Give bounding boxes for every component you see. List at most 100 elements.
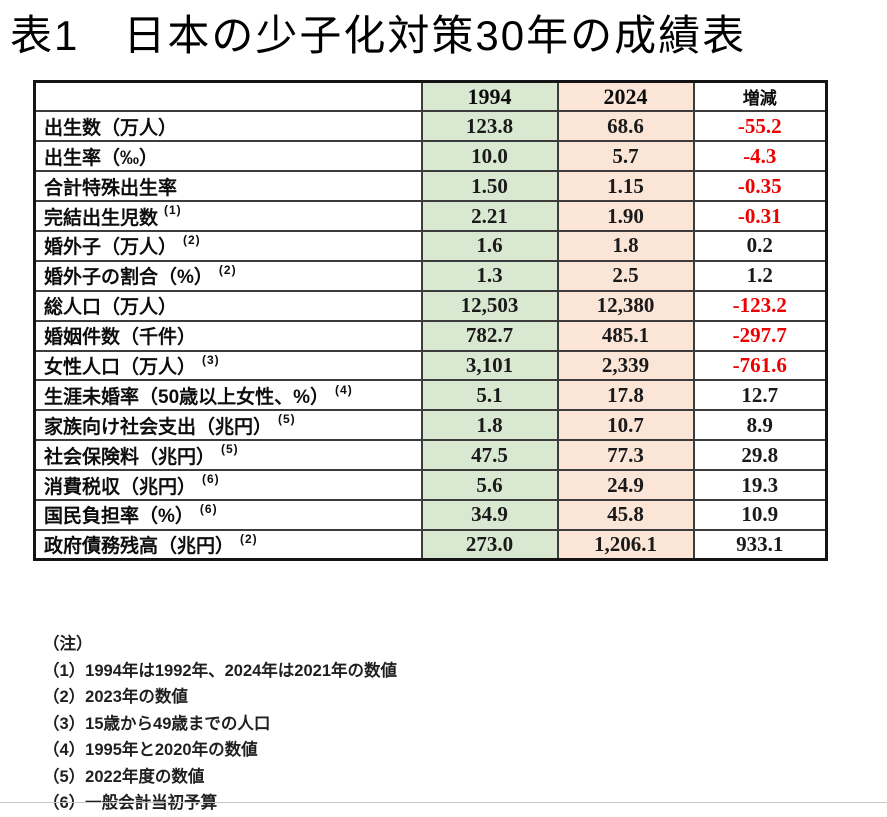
- table-body: 出生数（万人） 123.8 68.6 -55.2 出生率（‰） 10.0 5.7 -4.3 合計…: [33, 110, 828, 561]
- footnote-ref: (2): [183, 233, 201, 248]
- row-label-text: 婚外子（万人）: [44, 237, 178, 259]
- table-row: 国民負担率（%） (6) 34.9 45.8 10.9: [33, 498, 828, 531]
- row-label-text: 完結出生児数: [44, 207, 159, 229]
- cell-2024: 45.8: [556, 498, 695, 531]
- row-label: 消費税収（兆円） (6): [33, 469, 423, 501]
- cell-1994: 273.0: [420, 528, 559, 561]
- cell-2024: 2.5: [556, 259, 695, 292]
- cell-2024: 2,339: [556, 349, 695, 382]
- row-label-text: 出生率（‰）: [44, 147, 159, 169]
- cell-change: -4.3: [692, 140, 828, 173]
- cell-2024: 1.8: [556, 229, 695, 262]
- note-item: （3）15歳から49歳までの人口: [43, 714, 271, 733]
- row-label: 社会保険料（兆円） (5): [33, 439, 423, 472]
- col-header-change: 増減: [692, 80, 828, 113]
- cell-1994: 2.21: [420, 200, 559, 232]
- cell-change: 933.1: [692, 528, 828, 561]
- row-label: 国民負担率（%） (6): [33, 498, 423, 531]
- table-row: 合計特殊出生率 1.50 1.15 -0.35: [33, 170, 828, 203]
- row-label-text: 総人口（万人）: [44, 297, 178, 319]
- cell-1994: 782.7: [420, 319, 559, 352]
- cell-1994: 1.6: [420, 229, 559, 262]
- table-row: 政府債務残高（兆円） (2) 273.0 1,206.1 933.1: [33, 528, 828, 561]
- row-label: 婚姻件数（千件）: [33, 319, 423, 352]
- note-item: （6）一般会計当初予算: [43, 794, 218, 812]
- table-row: 出生数（万人） 123.8 68.6 -55.2: [33, 110, 828, 143]
- cell-change: 10.9: [692, 498, 828, 531]
- cell-change: 0.2: [692, 229, 828, 262]
- cell-change: -0.31: [692, 200, 828, 232]
- cell-1994: 34.9: [420, 498, 559, 531]
- row-label: 婚外子（万人） (2): [33, 229, 423, 262]
- cell-2024: 5.7: [556, 140, 695, 173]
- footnote-ref: (1): [164, 203, 182, 218]
- cell-1994: 5.1: [420, 379, 559, 412]
- footnote-ref: (3): [202, 352, 220, 367]
- footnote-ref: (2): [218, 262, 237, 277]
- table-row: 婚外子（万人） (2) 1.6 1.8 0.2: [33, 229, 828, 262]
- row-label-text: 合計特殊出生率: [44, 177, 178, 199]
- cell-1994: 10.0: [420, 140, 559, 173]
- row-label: 家族向け社会支出（兆円） (5): [33, 409, 423, 442]
- note-item: （2）2023年の数値: [43, 688, 188, 706]
- table-row: 女性人口（万人） (3) 3,101 2,339 -761.6: [33, 349, 828, 382]
- table-row: 婚姻件数（千件） 782.7 485.1 -297.7: [33, 319, 828, 352]
- row-label-text: 婚外子の割合（%）: [44, 267, 213, 289]
- row-label-text: 女性人口（万人）: [44, 356, 197, 378]
- cell-1994: 3,101: [420, 349, 559, 382]
- row-label-text: 消費税収（兆円）: [44, 476, 197, 498]
- cell-1994: 123.8: [420, 110, 559, 143]
- row-label: 出生率（‰）: [33, 140, 423, 173]
- cell-2024: 24.9: [556, 469, 695, 501]
- cell-change: -297.7: [692, 319, 828, 352]
- footnote-ref: (4): [335, 382, 353, 397]
- report-table: 1994 2024 増減 出生数（万人） 123.8 68.6 -55.2 出生率（‰）…: [33, 80, 828, 562]
- cell-2024: 10.7: [556, 409, 695, 442]
- footnote-ref: (5): [221, 442, 239, 457]
- col-header-1994: 1994: [420, 80, 559, 113]
- col-header-2024: 2024: [556, 80, 695, 113]
- row-label-text: 国民負担率（%）: [44, 506, 194, 528]
- footnote-ref: (5): [278, 412, 296, 427]
- cell-2024: 1,206.1: [556, 528, 695, 561]
- table-row: 完結出生児数 (1) 2.21 1.90 -0.31: [33, 200, 828, 232]
- footnote-ref: (6): [199, 502, 218, 517]
- row-label-text: 生涯未婚率（50歳以上女性、%）: [44, 386, 330, 408]
- cell-change: -123.2: [692, 289, 828, 322]
- cell-change: -761.6: [692, 349, 828, 382]
- row-label: 総人口（万人）: [33, 289, 423, 322]
- cell-1994: 47.5: [420, 439, 559, 472]
- note-item: （5）2022年度の数値: [43, 767, 205, 786]
- cell-1994: 5.6: [420, 469, 559, 501]
- row-label-text: 出生数（万人）: [44, 117, 178, 139]
- table-row: 消費税収（兆円） (6) 5.6 24.9 19.3: [33, 469, 828, 501]
- cell-2024: 17.8: [556, 379, 695, 412]
- col-header-label: [33, 80, 423, 113]
- cell-change: -0.35: [692, 170, 828, 203]
- notes-list: （1）1994年は1992年、2024年は2021年の数値 （2）2023年の数値…: [43, 658, 397, 817]
- row-label: 合計特殊出生率: [33, 170, 423, 203]
- cell-1994: 1.8: [420, 409, 559, 442]
- cell-change: -55.2: [692, 110, 828, 143]
- cell-1994: 1.50: [420, 170, 559, 203]
- cell-change: 12.7: [692, 379, 828, 412]
- row-label: 生涯未婚率（50歳以上女性、%） (4): [33, 379, 423, 412]
- row-label-text: 家族向け社会支出（兆円）: [44, 416, 273, 438]
- header-row: 1994 2024 増減: [33, 80, 828, 113]
- cell-change: 29.8: [692, 439, 828, 472]
- row-label: 出生数（万人）: [33, 110, 423, 143]
- row-label: 女性人口（万人） (3): [33, 349, 423, 382]
- cell-2024: 12,380: [556, 289, 695, 322]
- note-item: （4）1995年と2020年の数値: [43, 741, 258, 759]
- notes-heading: （注）: [43, 635, 93, 653]
- cell-1994: 12,503: [420, 289, 559, 322]
- table-row: 総人口（万人） 12,503 12,380 -123.2: [33, 289, 828, 322]
- notes: （注） （1）1994年は1992年、2024年は2021年の数値 （2）2023…: [43, 631, 397, 817]
- row-label: 婚外子の割合（%） (2): [33, 259, 423, 292]
- row-label-text: 社会保険料（兆円）: [44, 446, 216, 468]
- row-label: 完結出生児数 (1): [33, 200, 423, 232]
- footnote-ref: (6): [202, 472, 220, 487]
- cell-2024: 485.1: [556, 319, 695, 352]
- table-row: 生涯未婚率（50歳以上女性、%） (4) 5.1 17.8 12.7: [33, 379, 828, 412]
- row-label-text: 婚姻件数（千件）: [44, 327, 197, 349]
